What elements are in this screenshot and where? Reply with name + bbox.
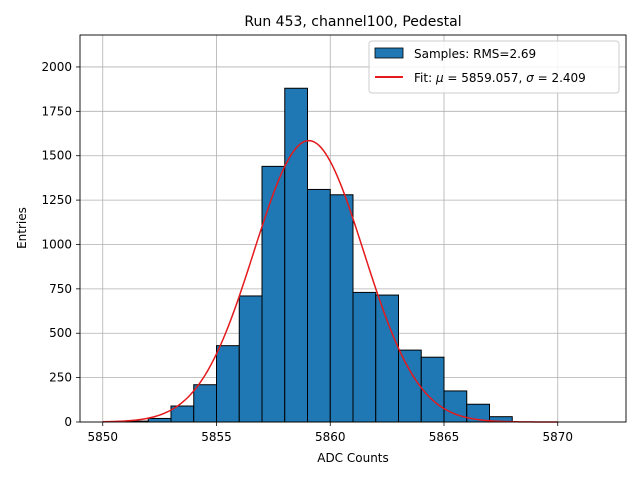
- x-axis-label: ADC Counts: [317, 451, 389, 465]
- y-tick-label: 500: [49, 326, 72, 340]
- y-tick-label: 1750: [41, 104, 72, 118]
- y-tick-label: 0: [64, 415, 72, 429]
- histogram-bar: [352, 291, 377, 423]
- histogram-bar: [193, 384, 217, 423]
- histogram-bar: [420, 356, 445, 423]
- y-tick-label: 1250: [41, 193, 72, 207]
- y-axis-ticks: 0 250 500 750 1000 1250 1500 1750 2000: [41, 60, 80, 429]
- x-tick-label: 5870: [542, 430, 573, 444]
- legend: Samples: RMS=2.69 Fit: μ = 5859.057, σ =…: [368, 40, 620, 94]
- histogram-bars: [125, 87, 513, 423]
- y-tick-label: 750: [49, 282, 72, 296]
- legend-swatch-samples: [374, 47, 404, 59]
- histogram-bar: [261, 165, 286, 423]
- y-tick-label: 1500: [41, 149, 72, 163]
- histogram-bar: [307, 188, 331, 423]
- histogram-bar: [329, 194, 354, 423]
- y-tick-label: 1000: [41, 237, 72, 251]
- chart-title: Run 453, channel100, Pedestal: [244, 14, 461, 30]
- x-axis-ticks: 5850 5855 5860 5865 5870: [87, 422, 573, 444]
- plot-frame: [79, 34, 627, 423]
- y-axis-label: Entries: [15, 207, 29, 249]
- legend-box: [368, 40, 620, 94]
- legend-label-samples: Samples: RMS=2.69: [414, 47, 536, 61]
- histogram-bar: [147, 417, 172, 423]
- y-tick-label: 2000: [41, 60, 72, 74]
- histogram-bar: [216, 345, 240, 423]
- histogram-bar: [398, 349, 422, 423]
- y-tick-label: 250: [49, 371, 72, 385]
- x-tick-label: 5860: [315, 430, 346, 444]
- histogram-bar: [238, 295, 263, 423]
- fit-curve: [102, 139, 558, 423]
- histogram-bar: [284, 87, 308, 423]
- histogram-bar: [375, 294, 399, 423]
- legend-label-fit: Fit: μ = 5859.057, σ = 2.409: [414, 71, 586, 85]
- x-tick-label: 5865: [429, 430, 460, 444]
- x-tick-label: 5855: [201, 430, 232, 444]
- x-tick-label: 5850: [87, 430, 118, 444]
